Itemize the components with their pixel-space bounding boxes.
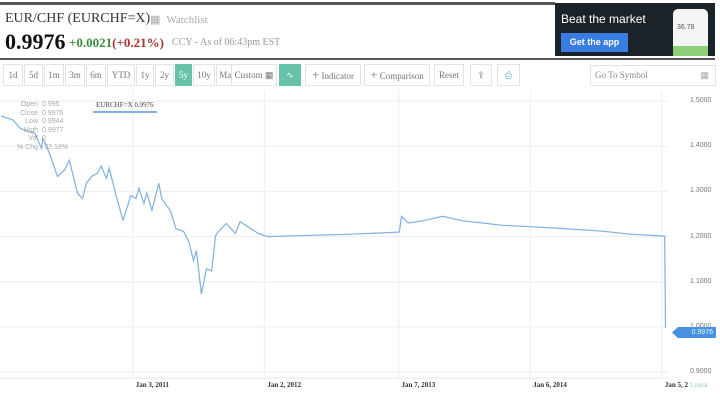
ad-banner[interactable]: Beat the market Get the app 36.78 [555,3,715,56]
get-app-button[interactable]: Get the app [561,33,628,52]
last-price: 0.9976 [5,29,66,54]
last-price-tag: 0.9976 [672,327,716,338]
as-of-time: CCY - As of 06:43pm EST [172,37,281,48]
top-rule [0,2,555,5]
symbol-placeholder: Go To Symbol [595,70,648,80]
range-1m-button[interactable]: 1m [44,64,64,86]
print-button[interactable]: ⎙ [497,64,520,86]
range-2y-button[interactable]: 2y [155,64,174,86]
comparison-button[interactable]: + Comparison [364,64,430,86]
ohlc-row: Vol 0 [14,135,68,144]
series-line-eurchf [0,115,667,329]
ohlc-label: % Chg [16,143,38,151]
ohlc-label: Low [25,118,38,125]
share-icon: ⇪ [477,70,485,80]
ohlc-label: Open [20,101,38,108]
scale-toggle[interactable]: Linear [690,381,709,389]
x-tick-label: Jan 3, 2011 [135,381,169,389]
comparison-label: Comparison [379,71,424,81]
range-1y-button[interactable]: 1y [136,64,154,86]
watchlist-label: Watchlist [166,14,208,26]
ohlc-row: Low 0.9944 [14,118,68,127]
page-title: EUR/CHF (EURCHF=X) [5,11,151,26]
reset-button[interactable]: Reset [434,64,464,86]
watchlist-button[interactable]: ▦ Watchlist [150,13,214,26]
ohlc-label: Vol [28,135,38,142]
change-percent: (+0.21%) [112,35,164,50]
y-tick-label: 1.5000 [690,97,712,104]
x-tick-label: Jan 2, 2012 [267,381,302,389]
y-tick-label: 1.2000 [690,232,712,240]
plus-icon: + [311,67,320,82]
calendar-icon: ▦ [264,70,274,80]
range-3m-button[interactable]: 3m [65,64,85,86]
symbol-input[interactable]: Go To Symbol ▦ [590,65,716,86]
header-divider [0,58,715,60]
ohlc-row: Open 0.995 [14,101,68,110]
custom-range-button[interactable]: Custom ▦ [231,64,277,86]
y-tick-label: 0.9000 [690,368,712,376]
ohlc-label: Close [20,109,38,117]
range-5y-button[interactable]: 5y [175,64,192,86]
range-10y-button[interactable]: 10y [193,64,215,86]
indicator-button[interactable]: + Indicator [305,64,361,86]
phone-value: 36.78 [677,24,695,31]
series-legend: EURCHF=X 0.9976 [93,101,157,113]
ohlc-value: 0.995 [42,101,60,108]
x-tick-label: Jan 7, 2013 [401,381,436,389]
custom-label: Custom [234,70,263,80]
ohlc-readout: Open 0.995 Close 0.9976 Low 0.9944 High 0.9977 V… [14,101,68,152]
chart-type-icon: ∿ [286,70,294,80]
ad-headline: Beat the market [561,12,646,26]
chart-type-button[interactable]: ∿ [279,64,301,86]
watchlist-icon: ▦ [150,14,161,26]
share-button[interactable]: ⇪ [470,64,492,86]
print-icon: ⎙ [504,70,513,80]
y-tick-label: 1.3000 [690,187,712,195]
range-1d-button[interactable]: 1d [3,64,23,86]
search-icon: ▦ [700,70,709,80]
range-5d-button[interactable]: 5d [24,64,43,86]
change-value: +0.0021 [69,35,113,50]
range-6m-button[interactable]: 6m [86,64,106,86]
reset-label: Reset [439,70,459,80]
x-tick-label: Jan 6, 2014 [533,381,567,389]
ohlc-value: 0.9976 [42,109,64,117]
phone-image: 36.78 [673,9,708,56]
ohlc-row: High 0.9977 [14,127,68,136]
ohlc-label: High [23,126,38,134]
indicator-label: Indicator [321,71,355,81]
ohlc-value: 0.9944 [42,118,64,125]
range-ytd-button[interactable]: YTD [107,64,135,86]
plus-icon: + [370,67,378,82]
ohlc-row: Close 0.9976 [14,110,68,119]
ohlc-value: -32.18% [42,143,69,151]
ohlc-row: % Chg -32.18% [14,144,68,153]
price-chart[interactable] [0,90,720,390]
price-change: +0.0021(+0.21%) [69,35,164,51]
x-tick-label: Jan 5, 2 [664,381,688,389]
ohlc-value: 0 [42,135,46,142]
ohlc-value: 0.9977 [42,126,64,134]
y-tick-label: 1.4000 [690,142,712,150]
y-tick-label: 1.0000 [690,323,712,330]
y-tick-label: 1.1000 [690,277,712,285]
